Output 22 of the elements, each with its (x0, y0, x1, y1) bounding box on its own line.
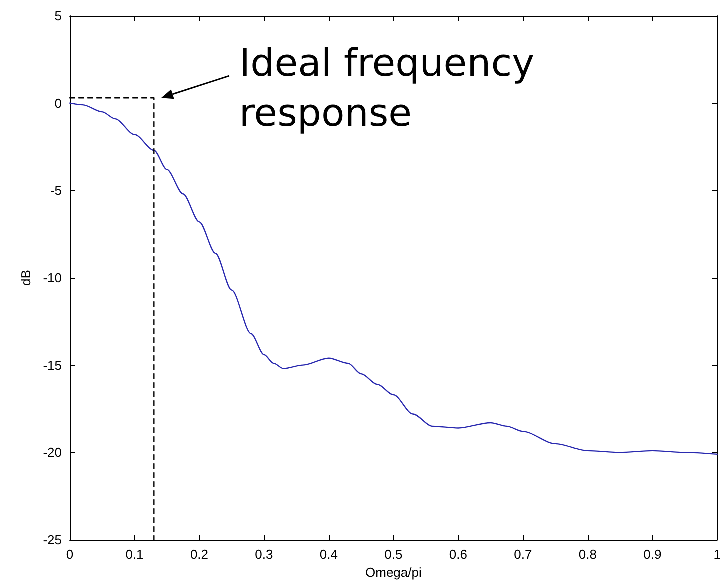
y-tick-label: 5 (54, 8, 62, 24)
x-axis-title: Omega/pi (366, 565, 422, 580)
y-tick-label: -10 (43, 270, 62, 286)
y-tick-label: -25 (43, 532, 62, 548)
x-tick-label: 0.1 (126, 547, 144, 562)
x-tick-label: 0.7 (514, 547, 532, 562)
x-tick-label: 0 (66, 547, 74, 562)
x-tick-label: 0.4 (320, 547, 338, 562)
y-tick-label: -15 (43, 358, 62, 373)
y-axis-title: dB (18, 270, 34, 286)
x-tick-label: 0.6 (449, 547, 468, 562)
x-tick-label: 0.2 (190, 547, 209, 562)
y-tick-label: -20 (43, 445, 62, 460)
line-series (69, 102, 718, 456)
x-tick-label: 0.8 (578, 547, 597, 562)
annotation: Ideal frequency response (239, 41, 535, 136)
x-tick-label: 0.5 (384, 547, 403, 562)
x-tick-label: 1 (714, 547, 721, 562)
y-tick-label: -5 (50, 183, 62, 198)
x-tick-label: 0.3 (255, 547, 274, 562)
x-tick-label: 0.9 (644, 547, 662, 562)
y-tick-label: 0 (54, 96, 62, 111)
